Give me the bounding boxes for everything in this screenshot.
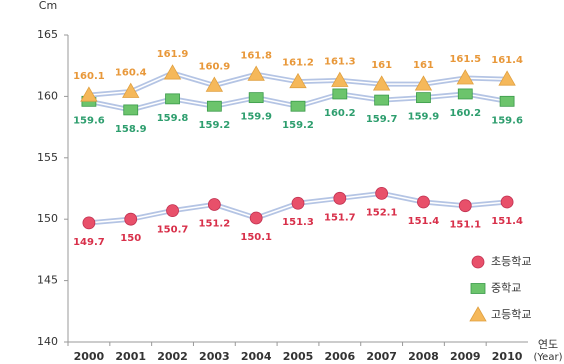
data-point [207, 198, 221, 211]
data-label: 160.1 [73, 71, 105, 82]
data-label: 150 [120, 233, 141, 244]
data-label: 151.1 [449, 220, 481, 231]
x-tick-label: 2000 [74, 350, 105, 363]
x-axis-label: 연도 [538, 338, 558, 351]
data-point [499, 95, 515, 107]
y-tick-label: 145 [37, 274, 58, 287]
data-label: 159.9 [240, 112, 272, 123]
data-label: 152.1 [366, 207, 398, 218]
x-tick-label: 2006 [325, 350, 356, 363]
y-tick-label: 155 [37, 151, 58, 164]
data-label: 159.2 [282, 120, 314, 131]
data-label: 160.2 [449, 108, 481, 119]
data-label: 149.7 [73, 237, 105, 248]
legend-marker [470, 283, 486, 294]
data-label: 159.7 [366, 114, 398, 125]
data-label: 151.7 [324, 212, 356, 223]
legend-marker [471, 255, 485, 269]
y-axis-label: Cm [39, 0, 57, 12]
legend-label: 초등학교 [491, 255, 531, 268]
x-tick-label: 2008 [408, 350, 439, 363]
legend-marker [469, 306, 487, 322]
x-axis-label: (Year) [534, 352, 563, 363]
data-point [165, 93, 180, 105]
data-point [249, 211, 263, 225]
data-label: 150.1 [240, 232, 272, 243]
data-label: 151.4 [408, 216, 440, 227]
data-point [416, 92, 431, 104]
data-point [372, 75, 391, 91]
data-point [458, 199, 472, 213]
data-point [206, 100, 222, 112]
data-point [123, 104, 139, 116]
data-label: 159.6 [491, 115, 523, 126]
data-label: 161.2 [282, 58, 314, 69]
data-point [163, 64, 182, 80]
y-tick-label: 150 [37, 212, 58, 225]
x-tick-label: 2010 [492, 350, 523, 363]
x-tick-label: 2002 [157, 350, 188, 363]
x-tick-label: 2009 [450, 350, 481, 363]
data-point [417, 195, 430, 209]
data-point [331, 71, 349, 87]
data-label: 161.9 [157, 49, 189, 60]
data-point [333, 191, 347, 205]
x-tick-label: 2004 [241, 350, 272, 363]
data-label: 159.9 [408, 112, 440, 123]
data-label: 150.7 [157, 225, 189, 236]
data-point [166, 204, 179, 218]
data-point [498, 70, 516, 86]
data-label: 151.4 [491, 216, 523, 227]
x-tick-label: 2003 [199, 350, 230, 363]
data-label: 161.5 [449, 54, 481, 65]
data-point [247, 65, 265, 81]
data-label: 159.6 [73, 115, 105, 126]
data-label: 159.2 [199, 120, 231, 131]
legend-label: 중학교 [491, 282, 521, 295]
data-point [414, 75, 433, 91]
data-label: 158.9 [115, 124, 147, 135]
y-tick-label: 160 [37, 89, 58, 102]
data-label: 161.4 [491, 55, 523, 66]
data-label: 160.2 [324, 108, 356, 119]
data-label: 161 [413, 60, 434, 71]
data-label: 151.2 [199, 218, 231, 229]
data-point [289, 72, 307, 89]
data-point [290, 100, 306, 112]
x-tick-label: 2007 [366, 350, 397, 363]
data-point [122, 82, 140, 98]
data-point [124, 212, 138, 226]
x-tick-label: 2005 [283, 350, 314, 363]
data-point [500, 195, 514, 209]
y-tick-label: 140 [37, 335, 58, 348]
data-label: 161 [371, 60, 392, 71]
data-point [332, 88, 348, 100]
data-point [82, 216, 96, 230]
data-label: 161.3 [324, 56, 356, 67]
data-label: 159.8 [157, 113, 189, 124]
data-point [80, 86, 98, 102]
x-tick-label: 2001 [115, 350, 146, 363]
data-point [205, 76, 224, 92]
data-label: 161.8 [240, 50, 272, 61]
y-tick-label: 165 [37, 28, 58, 41]
data-label: 151.3 [282, 217, 314, 228]
data-label: 160.4 [115, 67, 147, 78]
data-label: 160.9 [199, 61, 231, 72]
data-point [374, 94, 390, 106]
legend-label: 고등학교 [491, 308, 531, 321]
data-point [291, 196, 305, 210]
data-point [375, 187, 389, 200]
data-point [456, 69, 474, 85]
data-point [457, 88, 473, 100]
data-point [248, 92, 264, 104]
